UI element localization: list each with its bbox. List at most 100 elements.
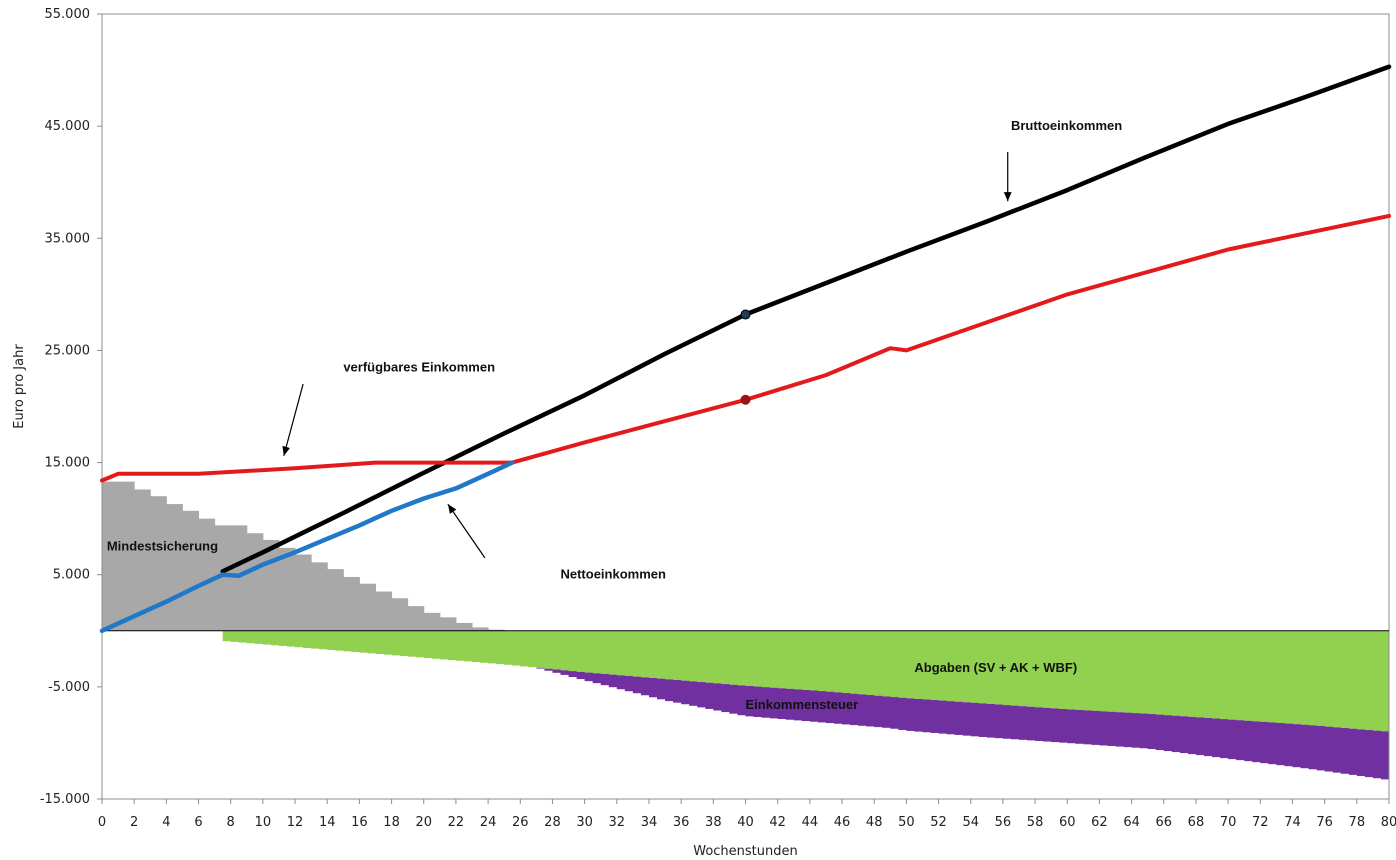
x-tick-label: 0 — [98, 815, 106, 830]
abgaben-bar — [890, 630, 899, 698]
annotation-label: Einkommensteuer — [746, 697, 859, 712]
einkommensteuer-bar — [640, 677, 650, 696]
x-tick-label: 70 — [1220, 815, 1237, 830]
abgaben-bar — [399, 630, 409, 657]
abgaben-bar — [1155, 630, 1165, 715]
abgaben-bar — [1195, 630, 1205, 718]
y-tick-label: -5.000 — [48, 680, 90, 695]
mindestsicherung-bar — [134, 489, 151, 631]
einkommensteuer-bar — [592, 673, 602, 684]
abgaben-bar — [1316, 630, 1326, 726]
abgaben-bar — [496, 630, 505, 665]
abgaben-bar — [303, 630, 312, 648]
abgaben-bar — [375, 630, 384, 654]
abgaben-bar — [327, 630, 336, 650]
abgaben-bar — [1348, 630, 1358, 729]
abgaben-bar — [407, 630, 417, 657]
y-tick-label: -15.000 — [40, 792, 90, 807]
mindestsicherung-bar — [118, 481, 135, 631]
einkommensteuer-bar — [568, 671, 577, 677]
abgaben-bar — [1268, 630, 1277, 723]
abgaben-bar — [930, 630, 939, 701]
abgaben-bar — [528, 630, 537, 668]
mindestsicherung-bar — [166, 504, 183, 631]
brutto-40h-marker — [740, 309, 751, 320]
abgaben-bar — [1163, 630, 1173, 716]
abgaben-bar — [906, 630, 915, 699]
y-tick-label: 25.000 — [45, 343, 91, 358]
abgaben-bar — [504, 630, 513, 665]
abgaben-bar — [809, 630, 819, 691]
einkommensteuer-bar — [842, 693, 851, 725]
abgaben-bar — [1324, 630, 1334, 727]
abgaben-bar — [1179, 630, 1189, 717]
abgaben-bar — [608, 630, 618, 675]
abgaben-bar — [986, 630, 996, 704]
x-tick-label: 64 — [1123, 815, 1140, 830]
einkommensteuer-bar — [689, 681, 698, 706]
abgaben-bar — [946, 630, 956, 702]
x-tick-label: 18 — [383, 815, 400, 830]
einkommensteuer-bar — [536, 667, 545, 669]
einkommensteuer-bar — [1099, 711, 1108, 746]
einkommensteuer-bar — [1027, 706, 1036, 741]
einkommensteuer-bar — [745, 686, 754, 717]
x-tick-label: 50 — [898, 815, 915, 830]
einkommensteuer-bar — [970, 702, 980, 737]
x-tick-label: 36 — [673, 815, 690, 830]
mindestsicherung-bar — [407, 606, 425, 631]
y-tick-label: 5.000 — [53, 568, 90, 583]
x-tick-label: 60 — [1059, 815, 1076, 830]
abgaben-bar — [391, 630, 401, 656]
einkommensteuer-bar — [1244, 720, 1253, 762]
abgaben-bar — [978, 630, 988, 704]
annotation-label: Bruttoeinkommen — [1011, 118, 1122, 133]
einkommensteuer-bar — [713, 683, 722, 711]
abgaben-bar — [1171, 630, 1181, 716]
x-tick-label: 54 — [962, 815, 979, 830]
abgaben-bar — [673, 630, 682, 681]
x-axis-title: Wochenstunden — [693, 844, 798, 859]
abgaben-bar — [1292, 630, 1301, 725]
abgaben-bar — [447, 630, 457, 661]
abgaben-bar — [480, 630, 489, 663]
abgaben-bar — [238, 630, 248, 643]
abgaben-bar — [632, 630, 642, 677]
einkommensteuer-bar — [1067, 709, 1076, 744]
abgaben-bar — [1332, 630, 1342, 728]
y-tick-label: 15.000 — [45, 456, 91, 471]
einkommensteuer-bar — [648, 677, 658, 698]
nettoeinkommen-arrow — [447, 503, 486, 559]
abgaben-bar — [455, 630, 465, 661]
mindestsicherung-bar — [327, 569, 344, 631]
abgaben-bar — [697, 630, 706, 683]
abgaben-bar — [472, 630, 481, 663]
abgaben-bar — [359, 630, 368, 653]
einkommensteuer-bar — [930, 700, 939, 733]
einkommensteuer-bar — [1203, 717, 1213, 757]
einkommensteuer-bar — [1220, 719, 1229, 759]
abgaben-bar — [1043, 630, 1052, 708]
abgaben-bar — [319, 630, 328, 650]
abgaben-bar — [270, 630, 280, 646]
abgaben-bar — [423, 630, 433, 659]
x-tick-label: 76 — [1316, 815, 1333, 830]
einkommensteuer-bar — [1195, 717, 1205, 756]
abgaben-bar — [1027, 630, 1036, 707]
abgaben-bar — [560, 630, 569, 671]
x-tick-label: 34 — [641, 815, 658, 830]
einkommensteuer-bar — [1051, 708, 1060, 743]
einkommensteuer-bar — [1276, 723, 1285, 766]
mindestsicherung-bar — [472, 627, 489, 631]
area-layer — [102, 481, 1390, 780]
bruttoeinkommen-arrow-head — [1003, 192, 1012, 202]
mindestsicherung-bar — [359, 583, 376, 631]
einkommensteuer-bar — [1308, 725, 1318, 770]
verfuegbares-einkommen-arrow — [283, 383, 304, 456]
abgaben-bar — [439, 630, 449, 660]
abgaben-bar — [584, 630, 594, 673]
abgaben-bar — [1236, 630, 1245, 721]
mindestsicherung-bar — [391, 598, 409, 631]
einkommensteuer-bar — [850, 693, 859, 726]
einkommensteuer-bar — [1075, 709, 1084, 744]
